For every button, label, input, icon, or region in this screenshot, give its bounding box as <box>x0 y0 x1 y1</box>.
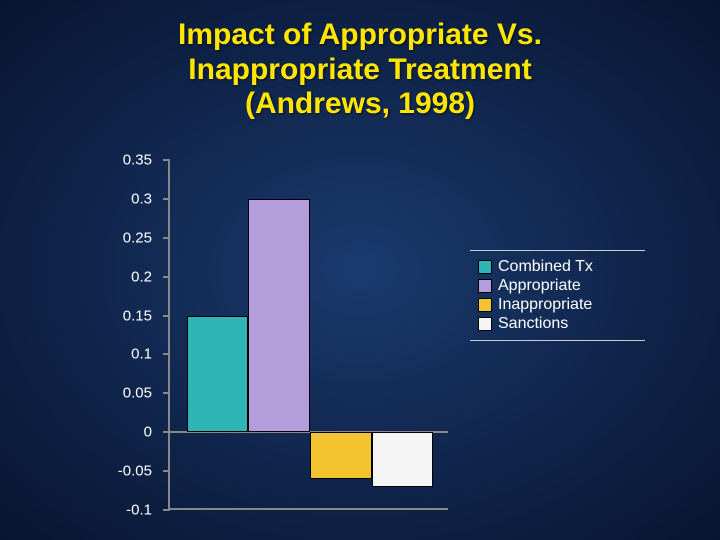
legend-row: Inappropriate <box>478 296 637 314</box>
y-tick-mark <box>163 470 170 472</box>
y-tick-mark <box>163 509 170 511</box>
y-tick-mark <box>163 198 170 200</box>
legend-swatch <box>478 260 492 274</box>
y-tick-label: 0.35 <box>123 152 152 169</box>
y-tick-label: 0.2 <box>131 268 152 285</box>
y-tick-label: 0.05 <box>123 385 152 402</box>
legend-label: Combined Tx <box>498 258 593 276</box>
y-tick-label: -0.1 <box>126 502 152 519</box>
plot-area <box>168 160 448 510</box>
y-tick-mark <box>163 353 170 355</box>
y-tick-mark <box>163 276 170 278</box>
legend-swatch <box>478 298 492 312</box>
y-tick-mark <box>163 237 170 239</box>
legend-row: Sanctions <box>478 315 637 333</box>
bar-chart: 0.350.30.250.20.150.10.050-0.05-0.1 Comb… <box>100 160 660 510</box>
y-tick-label: 0.1 <box>131 346 152 363</box>
bar-sanctions <box>372 432 434 486</box>
bar-appropriate <box>248 199 310 432</box>
title-line-1: Impact of Appropriate Vs. <box>178 18 542 51</box>
legend: Combined TxAppropriateInappropriateSanct… <box>470 250 645 341</box>
y-tick-mark <box>163 431 170 433</box>
title-line-3: (Andrews, 1998) <box>245 87 475 120</box>
legend-row: Combined Tx <box>478 258 637 276</box>
legend-label: Inappropriate <box>498 296 592 314</box>
y-tick-label: 0.25 <box>123 229 152 246</box>
y-tick-mark <box>163 315 170 317</box>
legend-label: Sanctions <box>498 315 568 333</box>
y-tick-mark <box>163 159 170 161</box>
y-tick-label: 0.3 <box>131 190 152 207</box>
slide-title: Impact of Appropriate Vs. Inappropriate … <box>0 18 720 122</box>
y-tick-label: 0.15 <box>123 307 152 324</box>
bar-combined-tx <box>187 316 249 433</box>
y-tick-mark <box>163 392 170 394</box>
legend-swatch <box>478 317 492 331</box>
y-tick-label: -0.05 <box>118 463 152 480</box>
y-axis: 0.350.30.250.20.150.10.050-0.05-0.1 <box>100 160 160 510</box>
y-tick-label: 0 <box>144 424 152 441</box>
legend-row: Appropriate <box>478 277 637 295</box>
title-line-2: Inappropriate Treatment <box>188 53 531 86</box>
bar-inappropriate <box>310 432 372 479</box>
legend-swatch <box>478 279 492 293</box>
legend-label: Appropriate <box>498 277 581 295</box>
